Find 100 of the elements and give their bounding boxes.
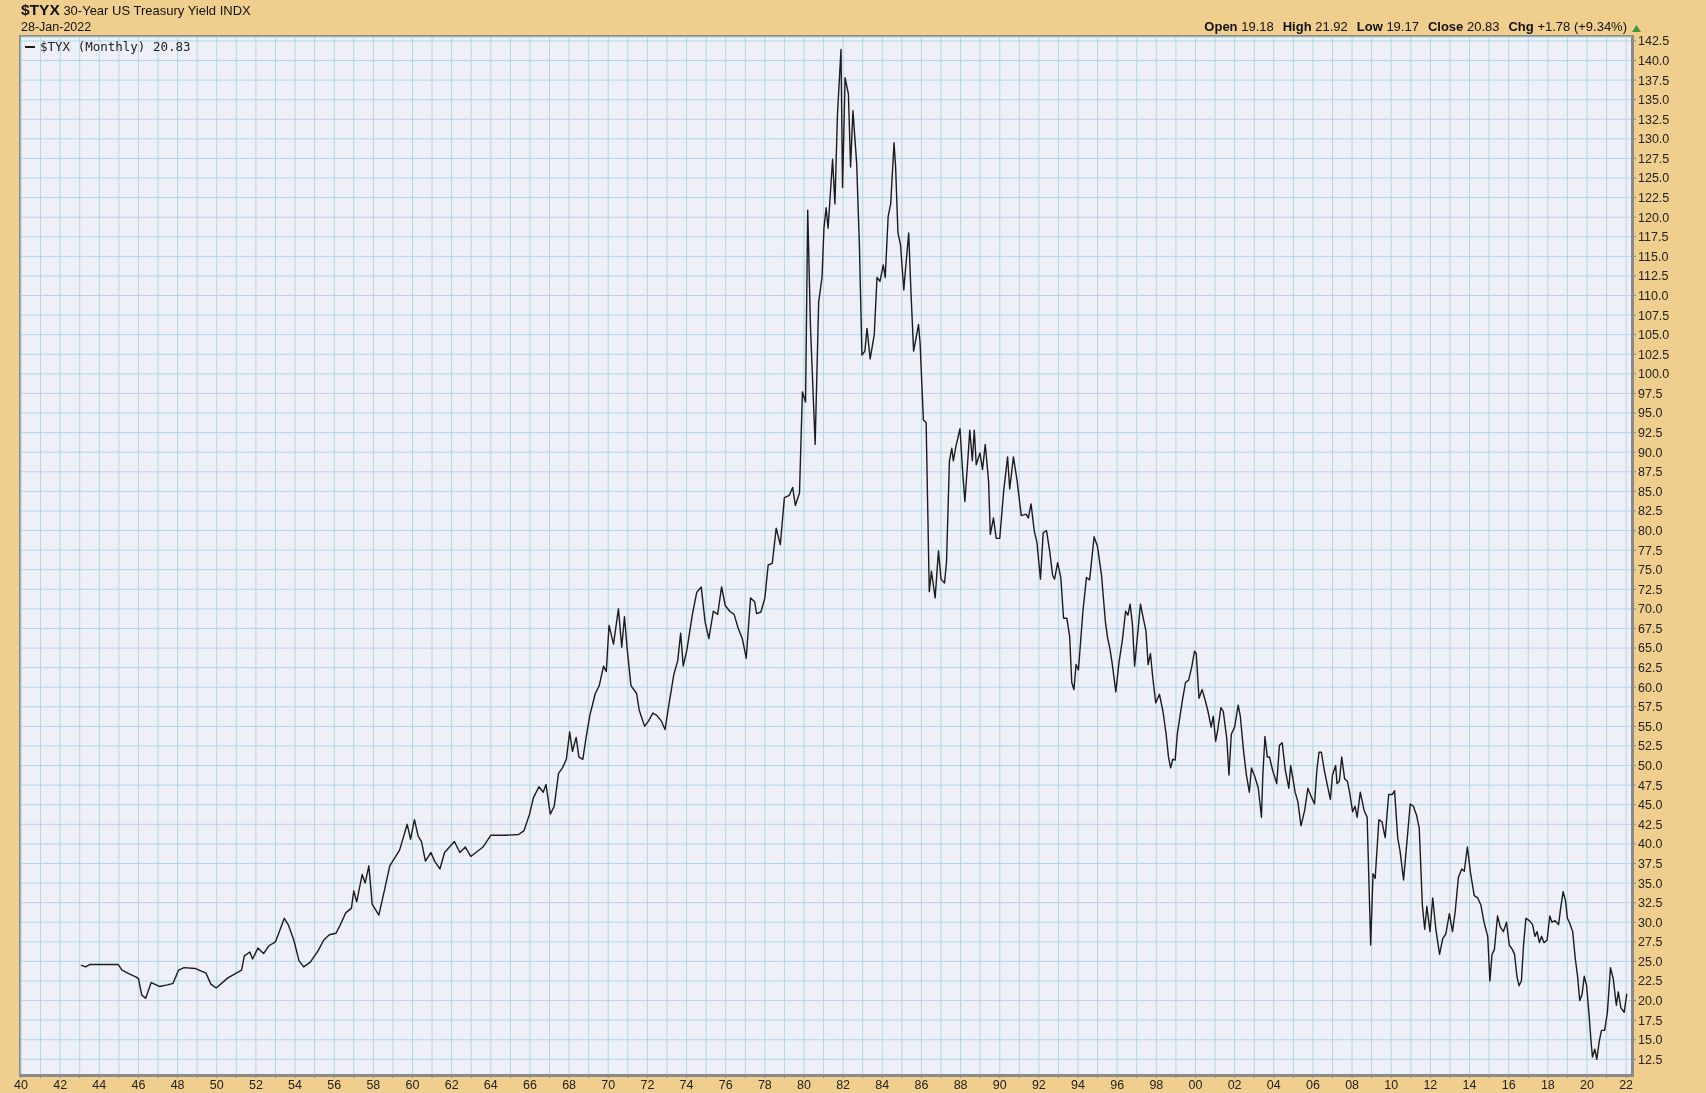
y-tick-label: 22.5 <box>1638 974 1663 989</box>
y-tick-label: 87.5 <box>1638 465 1663 480</box>
y-tick-label: 115.0 <box>1638 249 1669 264</box>
x-tick-label: 14 <box>1462 1077 1477 1092</box>
y-tick-label: 47.5 <box>1638 778 1663 793</box>
y-tick-label: 100.0 <box>1638 367 1670 382</box>
x-tick-label: 56 <box>327 1077 342 1092</box>
y-tick-label: 25.0 <box>1638 954 1663 969</box>
y-tick-label: 142.5 <box>1638 34 1670 49</box>
text: Close 20.83 <box>1427 19 1500 34</box>
chart-subtitle: 28-Jan-2022 <box>21 20 92 34</box>
text: Open 19.18 <box>1204 19 1274 34</box>
y-tick-label: 82.5 <box>1638 504 1663 519</box>
y-tick-label: 75.0 <box>1638 563 1663 578</box>
x-tick-label: 60 <box>405 1077 420 1092</box>
x-tick-label: 06 <box>1305 1077 1320 1092</box>
y-tick-label: 85.0 <box>1638 484 1663 499</box>
y-tick-label: 102.5 <box>1638 347 1670 362</box>
y-tick-label: 90.0 <box>1638 445 1663 460</box>
x-tick-label: 12 <box>1423 1077 1438 1092</box>
x-tick-label: 16 <box>1501 1077 1516 1092</box>
y-tick-label: 127.5 <box>1638 151 1670 166</box>
y-tick-label: 30.0 <box>1638 915 1663 930</box>
x-tick-label: 18 <box>1540 1077 1555 1092</box>
y-tick-label: 80.0 <box>1638 523 1663 538</box>
x-tick-label: 58 <box>366 1077 381 1092</box>
y-tick-label: 105.0 <box>1638 328 1670 343</box>
x-tick-label: 84 <box>875 1077 890 1092</box>
x-tick-label: 04 <box>1266 1077 1281 1092</box>
x-tick-label: 78 <box>757 1077 772 1092</box>
y-tick-label: 120.0 <box>1638 210 1670 225</box>
y-tick-label: 27.5 <box>1638 935 1663 950</box>
y-tick-label: 140.0 <box>1638 53 1670 68</box>
y-tick-label: 57.5 <box>1638 700 1663 715</box>
x-tick-label: 66 <box>522 1077 537 1092</box>
text: Low 19.17 <box>1356 19 1419 34</box>
x-tick-label: 40 <box>14 1077 28 1092</box>
x-tick-label: 48 <box>170 1077 185 1092</box>
y-tick-label: 67.5 <box>1638 621 1663 636</box>
x-tick-label: 22 <box>1619 1077 1634 1092</box>
x-tick-label: 44 <box>92 1077 107 1092</box>
y-tick-label: 40.0 <box>1638 837 1663 852</box>
x-tick-label: 82 <box>836 1077 851 1092</box>
x-tick-label: 00 <box>1188 1077 1203 1092</box>
y-tick-label: 130.0 <box>1638 132 1670 147</box>
y-tick-label: 52.5 <box>1638 739 1663 754</box>
y-tick-label: 45.0 <box>1638 798 1663 813</box>
y-tick-label: 125.0 <box>1638 171 1670 186</box>
y-tick-label: 77.5 <box>1638 543 1663 558</box>
y-tick-label: 32.5 <box>1638 896 1663 911</box>
text: High 21.92 <box>1282 19 1348 34</box>
y-tick-label: 12.5 <box>1638 1052 1663 1067</box>
x-tick-label: 64 <box>483 1077 498 1092</box>
y-tick-label: 35.0 <box>1638 876 1663 891</box>
x-tick-label: 70 <box>601 1077 616 1092</box>
x-tick-label: 74 <box>679 1077 694 1092</box>
x-tick-label: 46 <box>131 1077 146 1092</box>
y-tick-label: 135.0 <box>1638 93 1670 108</box>
x-tick-label: 68 <box>562 1077 577 1092</box>
legend-label: $TYX (Monthly) 20.83 <box>40 39 191 54</box>
x-tick-label: 52 <box>248 1077 263 1092</box>
x-tick-label: 88 <box>953 1077 968 1092</box>
x-tick-label: 80 <box>797 1077 811 1092</box>
y-tick-label: 15.0 <box>1638 1033 1663 1048</box>
x-tick-label: 90 <box>992 1077 1007 1092</box>
y-tick-label: 112.5 <box>1638 269 1669 284</box>
x-tick-label: 02 <box>1227 1077 1242 1092</box>
chart-title: $TYX 30-Year US Treasury Yield INDX <box>21 1 251 18</box>
x-tick-label: 42 <box>53 1077 68 1092</box>
y-tick-label: 95.0 <box>1638 406 1663 421</box>
x-tick-label: 94 <box>1071 1077 1086 1092</box>
y-tick-label: 37.5 <box>1638 856 1663 871</box>
y-tick-label: 62.5 <box>1638 661 1663 676</box>
y-tick-label: 92.5 <box>1638 426 1663 441</box>
y-tick-label: 137.5 <box>1638 73 1670 88</box>
x-tick-label: 08 <box>1345 1077 1360 1092</box>
x-tick-label: 54 <box>288 1077 303 1092</box>
y-tick-label: 110.0 <box>1638 288 1669 303</box>
y-tick-label: 107.5 <box>1638 308 1670 323</box>
x-tick-label: 86 <box>914 1077 929 1092</box>
y-tick-label: 50.0 <box>1638 759 1663 773</box>
y-tick-label: 20.0 <box>1638 994 1663 1009</box>
y-tick-label: 65.0 <box>1638 641 1663 656</box>
x-tick-label: 10 <box>1384 1077 1399 1092</box>
text: Chg +1.78 (+9.34%) <box>1508 19 1627 34</box>
y-tick-label: 60.0 <box>1638 680 1663 695</box>
x-tick-label: 98 <box>1149 1077 1164 1092</box>
x-tick-label: 76 <box>718 1077 733 1092</box>
x-tick-label: 62 <box>444 1077 459 1092</box>
y-tick-label: 55.0 <box>1638 719 1663 734</box>
y-tick-label: 122.5 <box>1638 191 1670 206</box>
x-tick-label: 96 <box>1110 1077 1125 1092</box>
x-tick-label: 50 <box>209 1077 224 1092</box>
y-tick-label: 70.0 <box>1638 602 1663 617</box>
y-tick-label: 132.5 <box>1638 112 1670 127</box>
y-tick-label: 72.5 <box>1638 582 1663 597</box>
y-tick-label: 117.5 <box>1638 230 1669 245</box>
y-tick-label: 42.5 <box>1638 817 1663 832</box>
x-tick-label: 72 <box>640 1077 655 1092</box>
y-tick-label: 17.5 <box>1638 1013 1663 1028</box>
